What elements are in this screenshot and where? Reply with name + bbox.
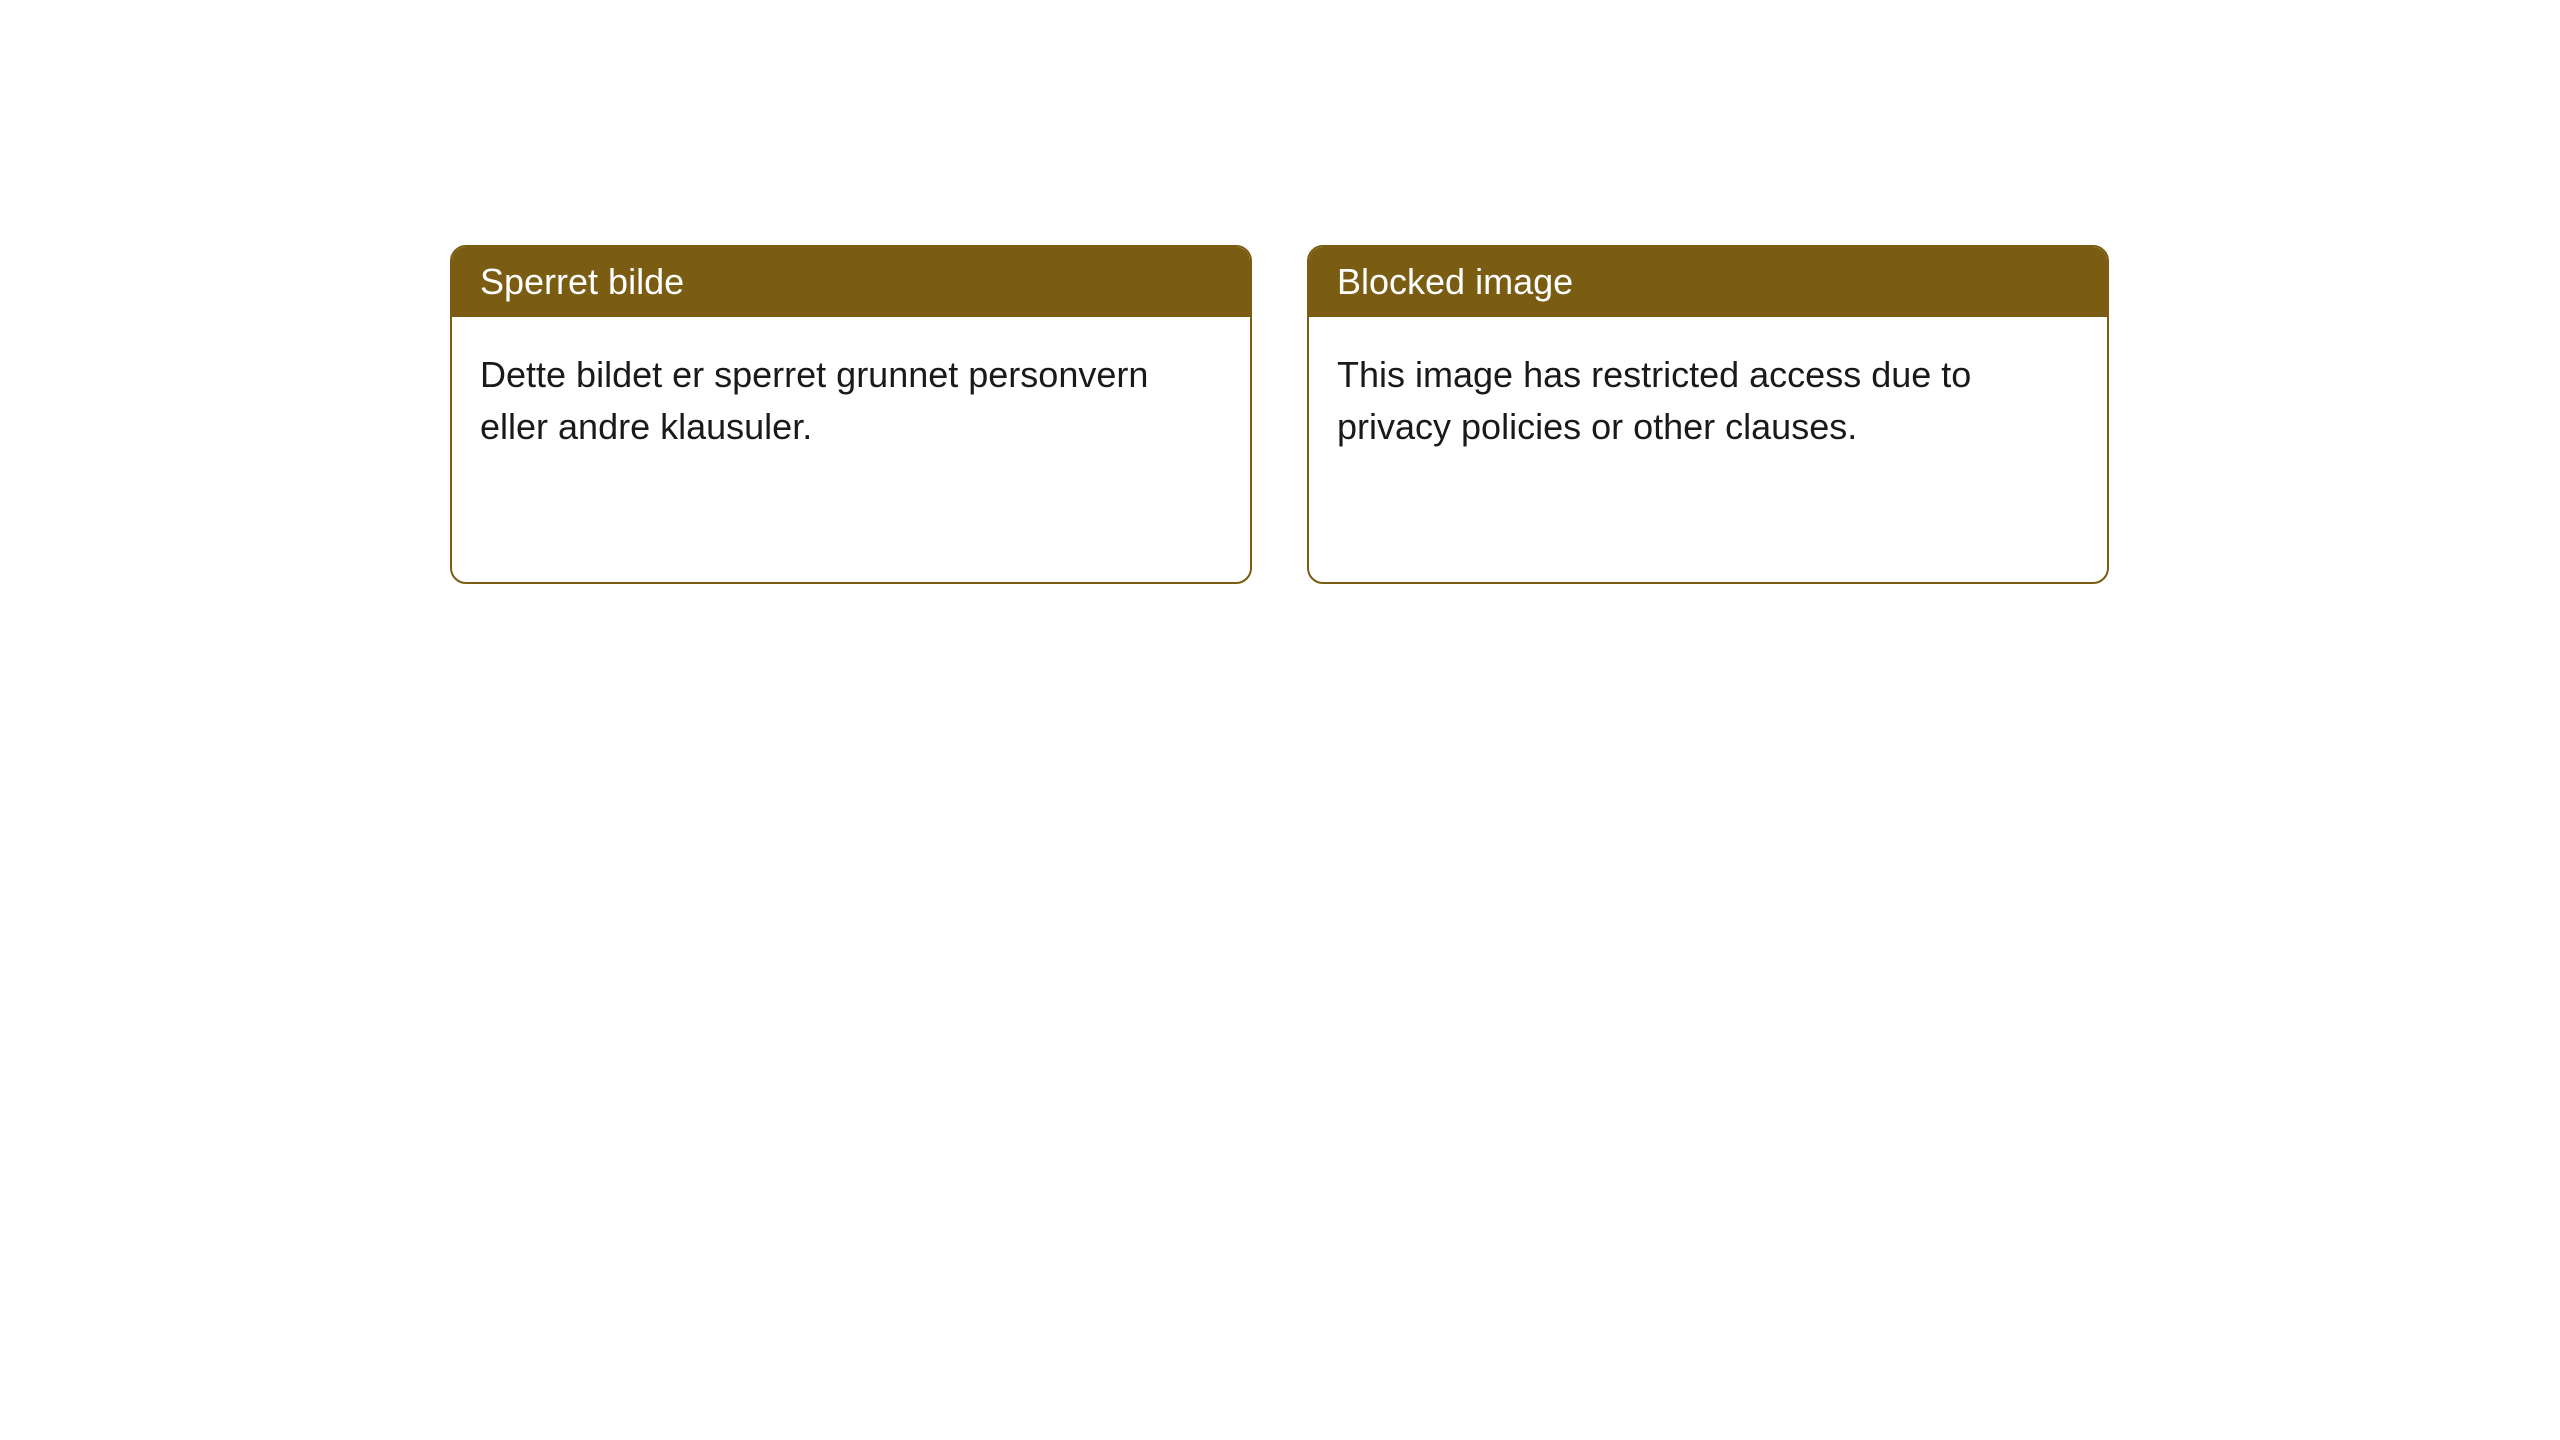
notice-container: Sperret bilde Dette bildet er sperret gr… [450, 245, 2109, 584]
notice-card-norwegian: Sperret bilde Dette bildet er sperret gr… [450, 245, 1252, 584]
card-title: Sperret bilde [452, 247, 1250, 317]
card-body: This image has restricted access due to … [1309, 317, 2107, 485]
card-body: Dette bildet er sperret grunnet personve… [452, 317, 1250, 485]
card-title: Blocked image [1309, 247, 2107, 317]
notice-card-english: Blocked image This image has restricted … [1307, 245, 2109, 584]
